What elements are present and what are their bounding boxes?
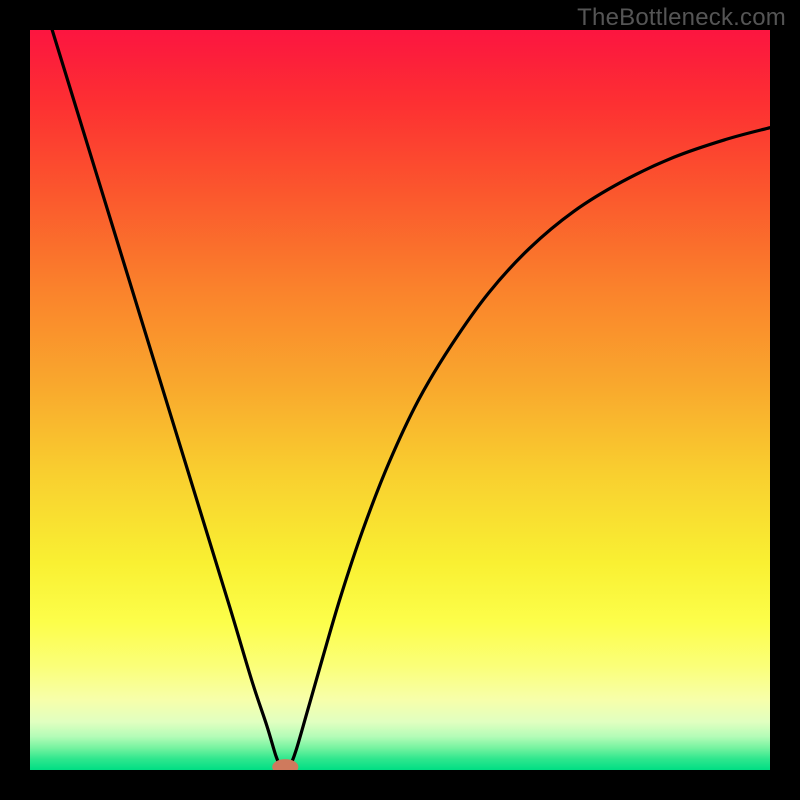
plot-background bbox=[30, 30, 770, 770]
chart-frame: { "watermark": { "text": "TheBottleneck.… bbox=[0, 0, 800, 800]
minimum-marker bbox=[273, 760, 298, 775]
bottleneck-chart bbox=[0, 0, 800, 800]
